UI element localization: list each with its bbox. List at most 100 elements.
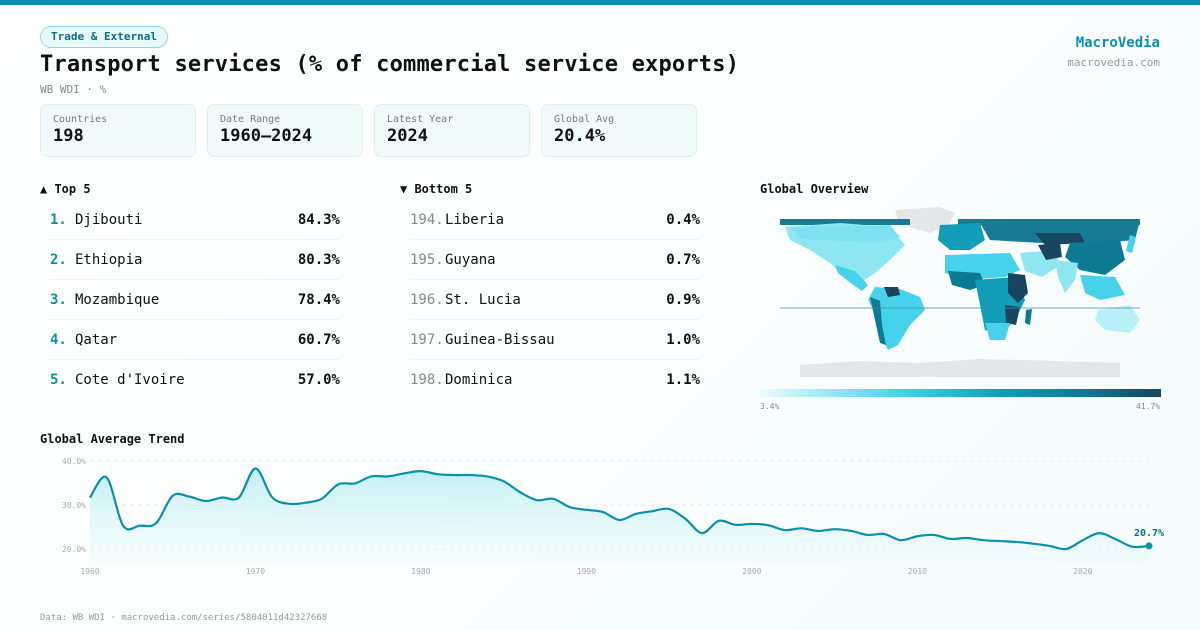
data-point-1991[interactable] bbox=[599, 508, 607, 516]
map-region-southern-africa[interactable] bbox=[985, 323, 1010, 340]
data-point-1970[interactable] bbox=[251, 464, 259, 472]
data-point-1998[interactable] bbox=[715, 517, 723, 525]
map-region-india[interactable] bbox=[1055, 260, 1078, 293]
map-region-southeast-asia[interactable] bbox=[1080, 275, 1125, 300]
data-point-1988[interactable] bbox=[549, 495, 557, 503]
list-item[interactable]: 2. Ethiopia 80.3% bbox=[50, 240, 340, 280]
map-region-east-africa[interactable] bbox=[1008, 273, 1028, 303]
data-point-1965[interactable] bbox=[169, 492, 177, 500]
data-point-1984[interactable] bbox=[483, 472, 491, 480]
data-point-1979[interactable] bbox=[400, 469, 408, 477]
data-point-1974[interactable] bbox=[318, 495, 326, 503]
map-region-australia[interactable] bbox=[1095, 305, 1140, 333]
map-region-europe[interactable] bbox=[938, 223, 985, 250]
list-item[interactable]: 196. St. Lucia 0.9% bbox=[410, 280, 700, 320]
data-point-2003[interactable] bbox=[798, 524, 806, 532]
data-point-2016[interactable] bbox=[1013, 538, 1021, 546]
map-region-andes[interactable] bbox=[870, 297, 886, 345]
data-point-2001[interactable] bbox=[764, 521, 772, 529]
data-point-1986[interactable] bbox=[516, 488, 524, 496]
data-point-1987[interactable] bbox=[533, 496, 541, 504]
data-point-2022[interactable] bbox=[1112, 535, 1120, 543]
data-point-2006[interactable] bbox=[847, 527, 855, 535]
data-point-2004[interactable] bbox=[814, 527, 822, 535]
data-point-2011[interactable] bbox=[930, 531, 938, 539]
data-point-1961[interactable] bbox=[103, 473, 111, 481]
map-region-iran[interactable] bbox=[1038, 243, 1062, 260]
data-point-1960[interactable] bbox=[86, 494, 94, 502]
list-item[interactable]: 195. Guyana 0.7% bbox=[410, 240, 700, 280]
data-point-2002[interactable] bbox=[781, 526, 789, 534]
data-point-1975[interactable] bbox=[334, 480, 342, 488]
data-point-1993[interactable] bbox=[632, 510, 640, 518]
data-point-2017[interactable] bbox=[1029, 540, 1037, 548]
data-point-2015[interactable] bbox=[996, 537, 1004, 545]
data-point-2018[interactable] bbox=[1046, 542, 1054, 550]
data-point-1985[interactable] bbox=[500, 477, 508, 485]
data-point-1983[interactable] bbox=[467, 471, 475, 479]
map-region-kazakhstan[interactable] bbox=[1035, 233, 1085, 245]
data-point-1968[interactable] bbox=[218, 494, 226, 502]
data-point-2010[interactable] bbox=[913, 532, 921, 540]
data-point-1976[interactable] bbox=[351, 479, 359, 487]
map-region-west-africa[interactable] bbox=[948, 271, 985, 290]
list-item[interactable]: 194. Liberia 0.4% bbox=[410, 200, 700, 240]
data-point-1981[interactable] bbox=[433, 470, 441, 478]
data-point-1969[interactable] bbox=[235, 494, 243, 502]
list-item[interactable]: 5. Cote d'Ivoire 57.0% bbox=[50, 360, 340, 400]
map-region-japan[interactable] bbox=[1126, 235, 1136, 253]
map-region-venezuela[interactable] bbox=[884, 287, 900, 297]
data-point-1964[interactable] bbox=[152, 519, 160, 527]
brand-url[interactable]: macrovedia.com bbox=[1067, 56, 1160, 69]
data-point-1996[interactable] bbox=[682, 515, 690, 523]
last-point-marker[interactable] bbox=[1145, 542, 1153, 550]
map-region-russia[interactable] bbox=[980, 220, 1140, 243]
data-point-2008[interactable] bbox=[880, 530, 888, 538]
data-point-1967[interactable] bbox=[202, 497, 210, 505]
data-point-1982[interactable] bbox=[450, 471, 458, 479]
data-point-2014[interactable] bbox=[980, 536, 988, 544]
list-item[interactable]: 3. Mozambique 78.4% bbox=[50, 280, 340, 320]
data-point-1995[interactable] bbox=[665, 505, 673, 513]
brand-name[interactable]: MacroVedia bbox=[1075, 35, 1160, 51]
data-point-1990[interactable] bbox=[582, 506, 590, 514]
map-region-mozambique[interactable] bbox=[1005, 305, 1020, 325]
data-point-2000[interactable] bbox=[748, 520, 756, 528]
data-point-2023[interactable] bbox=[1128, 543, 1136, 551]
data-point-2012[interactable] bbox=[946, 535, 954, 543]
data-point-1973[interactable] bbox=[301, 499, 309, 507]
data-point-1999[interactable] bbox=[731, 521, 739, 529]
data-point-1980[interactable] bbox=[417, 467, 425, 475]
list-item[interactable]: 198. Dominica 1.1% bbox=[410, 360, 700, 400]
map-region-antarctica[interactable] bbox=[800, 359, 1120, 377]
data-point-2021[interactable] bbox=[1095, 529, 1103, 537]
data-point-1966[interactable] bbox=[185, 493, 193, 501]
list-item[interactable]: 1. Djibouti 84.3% bbox=[50, 200, 340, 240]
list-item[interactable]: 4. Qatar 60.7% bbox=[50, 320, 340, 360]
data-point-1971[interactable] bbox=[268, 493, 276, 501]
map-region-mexico-central[interactable] bbox=[835, 265, 868, 291]
data-point-2005[interactable] bbox=[831, 525, 839, 533]
data-point-1997[interactable] bbox=[698, 529, 706, 537]
data-point-2009[interactable] bbox=[897, 536, 905, 544]
data-point-1977[interactable] bbox=[367, 472, 375, 480]
world-choropleth-map[interactable] bbox=[780, 205, 1140, 380]
data-point-2020[interactable] bbox=[1079, 536, 1087, 544]
map-region-arctic-band[interactable] bbox=[780, 219, 910, 225]
map-region-canada[interactable] bbox=[790, 225, 900, 243]
trend-chart[interactable]: 20.0% 30.0% 40.0% 1960 1970 1980 1990 2000 2010… bbox=[0, 445, 1200, 585]
map-region-madagascar[interactable] bbox=[1025, 309, 1032, 325]
data-point-2013[interactable] bbox=[963, 534, 971, 542]
data-point-1992[interactable] bbox=[616, 516, 624, 524]
data-point-1989[interactable] bbox=[566, 503, 574, 511]
map-region-china[interactable] bbox=[1065, 240, 1125, 275]
data-point-1962[interactable] bbox=[119, 522, 127, 530]
data-point-2019[interactable] bbox=[1062, 545, 1070, 553]
data-point-1963[interactable] bbox=[136, 522, 144, 530]
data-point-1994[interactable] bbox=[649, 507, 657, 515]
category-badge[interactable]: Trade & External bbox=[40, 26, 168, 48]
data-point-2007[interactable] bbox=[864, 531, 872, 539]
data-point-1972[interactable] bbox=[285, 500, 293, 508]
list-item[interactable]: 197. Guinea-Bissau 1.0% bbox=[410, 320, 700, 360]
data-point-1978[interactable] bbox=[384, 472, 392, 480]
